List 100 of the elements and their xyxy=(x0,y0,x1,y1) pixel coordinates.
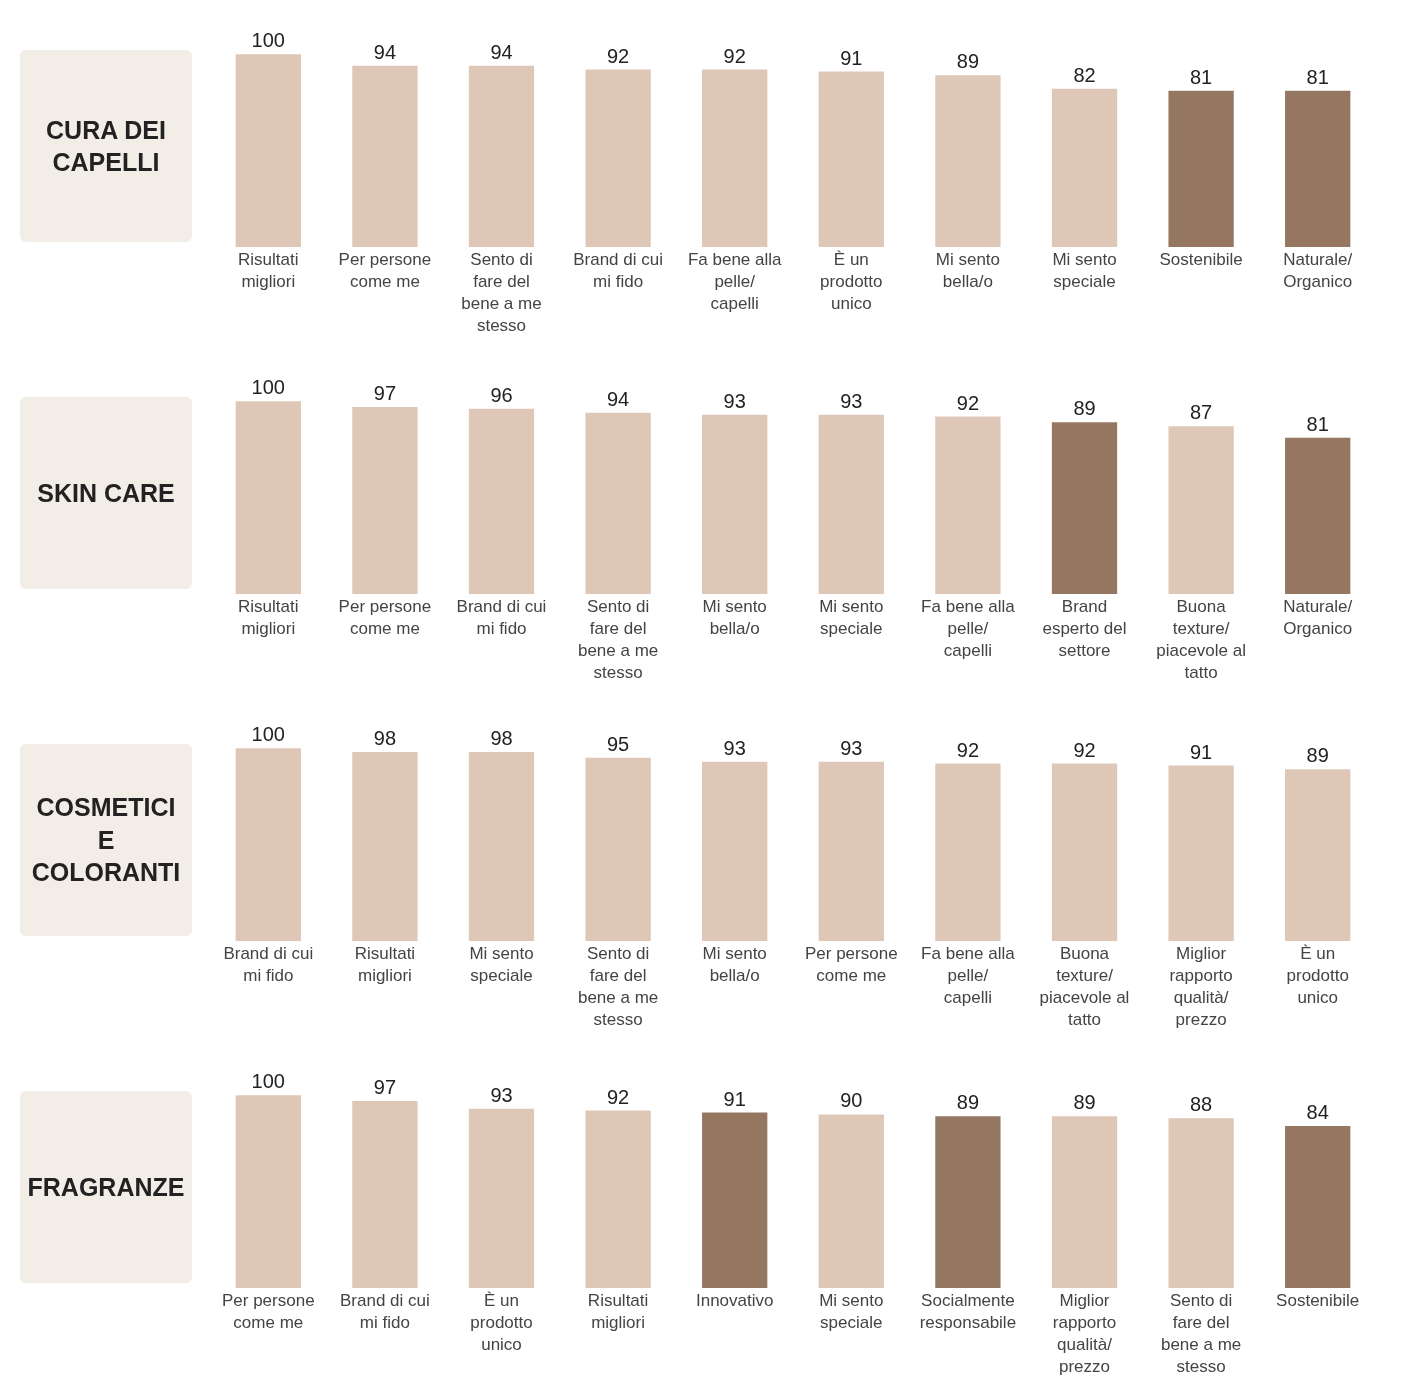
bar xyxy=(1051,763,1118,941)
bar xyxy=(585,69,651,247)
x-tick-label: Fa bene alla pelle/ capelli xyxy=(921,597,1016,661)
bar xyxy=(935,1116,1001,1288)
text: CURA DEI CAPELLI xyxy=(20,50,192,242)
x-tick-label: Sostenibile xyxy=(1276,1291,1360,1310)
data-label: 93 xyxy=(723,389,746,412)
x-tick-label: Socialmente responsabile xyxy=(919,1291,1017,1333)
x-tick-label: Naturale/ Organico xyxy=(1283,597,1353,639)
data-label: 92 xyxy=(1073,738,1096,761)
x-tick-label: Per persone come me xyxy=(804,944,898,986)
data-label: 89 xyxy=(1073,1091,1096,1114)
data-label: 88 xyxy=(1189,1093,1213,1116)
bar xyxy=(935,75,1001,247)
bar xyxy=(1168,1118,1234,1288)
x-tick-label: Risultati migliori xyxy=(238,250,299,292)
data-label: 95 xyxy=(606,732,630,755)
data-label: 97 xyxy=(373,381,397,404)
x-tick-label: Buona texture/ piacevole al tatto xyxy=(1156,597,1246,683)
x-tick-label: Sento di fare del bene a me stesso xyxy=(577,944,659,1030)
x-tick-label: Brand di cui mi fido xyxy=(340,1291,430,1333)
data-label: 93 xyxy=(840,736,863,759)
data-label: 92 xyxy=(606,1085,630,1108)
bar xyxy=(1051,88,1118,247)
x-tick-label: Sostenibile xyxy=(1159,250,1243,269)
x-tick-label: Per persone come me xyxy=(221,1291,315,1333)
bar xyxy=(1168,90,1234,247)
x-tick-label: Mi sento bella/o xyxy=(702,944,767,986)
data-label: 89 xyxy=(1306,744,1329,767)
bar xyxy=(468,752,535,941)
bar xyxy=(1285,1126,1351,1288)
data-label: 93 xyxy=(490,1083,513,1106)
x-tick-label: Brand di cui mi fido xyxy=(223,944,314,986)
x-tick-label: È un prodotto unico xyxy=(1286,944,1349,1008)
x-tick-label: Buona texture/ piacevole al tatto xyxy=(1039,944,1130,1030)
bar xyxy=(235,748,301,941)
bar xyxy=(585,757,651,941)
data-label: 100 xyxy=(251,29,285,52)
x-tick-label: È un prodotto unico xyxy=(470,1291,533,1355)
x-tick-label: Naturale/ Organico xyxy=(1283,250,1353,292)
data-label: 92 xyxy=(606,44,630,67)
x-tick-label: Innovativo xyxy=(695,1291,774,1310)
bar xyxy=(702,69,768,247)
text: COSMETICI E COLORANTI xyxy=(20,744,192,936)
data-label: 89 xyxy=(1073,397,1096,420)
data-label: 92 xyxy=(956,391,980,414)
bar xyxy=(818,414,884,594)
text: SKIN CARE xyxy=(20,397,192,589)
bar xyxy=(468,65,535,247)
data-label: 82 xyxy=(1073,63,1096,86)
bar xyxy=(1285,769,1351,941)
x-tick-label: Fa bene alla pelle/ capelli xyxy=(921,944,1016,1008)
x-tick-label: Per persone come me xyxy=(338,597,432,639)
bar xyxy=(352,65,418,247)
data-label: 93 xyxy=(840,389,863,412)
bar xyxy=(702,1112,768,1288)
data-label: 92 xyxy=(956,738,980,761)
bar xyxy=(352,1100,418,1288)
bar xyxy=(585,412,651,594)
x-tick-label: Risultati migliori xyxy=(354,944,416,986)
bar xyxy=(468,1108,535,1288)
data-label: 81 xyxy=(1306,412,1329,435)
data-label: 94 xyxy=(490,40,513,63)
x-tick-label: Sento di fare del bene a me stesso xyxy=(1160,1291,1242,1377)
bar xyxy=(1285,90,1351,247)
x-tick-label: Risultati migliori xyxy=(587,1291,649,1333)
x-tick-label: Per persone come me xyxy=(338,250,432,292)
data-label: 94 xyxy=(606,387,630,410)
bar xyxy=(818,761,884,941)
x-tick-label: Brand esperto del settore xyxy=(1042,597,1127,661)
data-label: 91 xyxy=(723,1087,746,1110)
data-label: 81 xyxy=(1189,65,1213,88)
data-label: 100 xyxy=(251,376,285,399)
x-tick-label: Mi sento speciale xyxy=(819,597,884,639)
data-label: 91 xyxy=(1189,740,1213,763)
data-label: 91 xyxy=(840,46,863,69)
bar xyxy=(935,763,1001,941)
bar xyxy=(818,1114,884,1288)
bar xyxy=(1168,426,1234,594)
bar xyxy=(702,761,768,941)
bar xyxy=(468,408,535,594)
data-label: 87 xyxy=(1189,401,1213,424)
data-label: 92 xyxy=(723,44,746,67)
x-tick-label: Risultati migliori xyxy=(238,597,299,639)
bar xyxy=(235,1095,301,1288)
x-tick-label: È un prodotto unico xyxy=(820,250,883,314)
data-label: 84 xyxy=(1306,1101,1329,1124)
data-label: 100 xyxy=(251,1070,285,1093)
x-tick-label: Sento di fare del bene a me stesso xyxy=(461,250,542,336)
bar xyxy=(702,414,768,594)
x-tick-label: Sento di fare del bene a me stesso xyxy=(577,597,659,683)
x-tick-label: Mi sento speciale xyxy=(469,944,534,986)
bar xyxy=(235,401,301,594)
x-tick-label: Mi sento bella/o xyxy=(702,597,767,639)
bar xyxy=(935,416,1001,594)
data-label: 98 xyxy=(373,727,397,750)
data-label: 89 xyxy=(956,1091,980,1114)
x-tick-label: Miglior rapporto qualità/ prezzo xyxy=(1169,944,1233,1030)
bar xyxy=(585,1110,651,1288)
x-tick-label: Mi sento speciale xyxy=(1052,250,1117,292)
